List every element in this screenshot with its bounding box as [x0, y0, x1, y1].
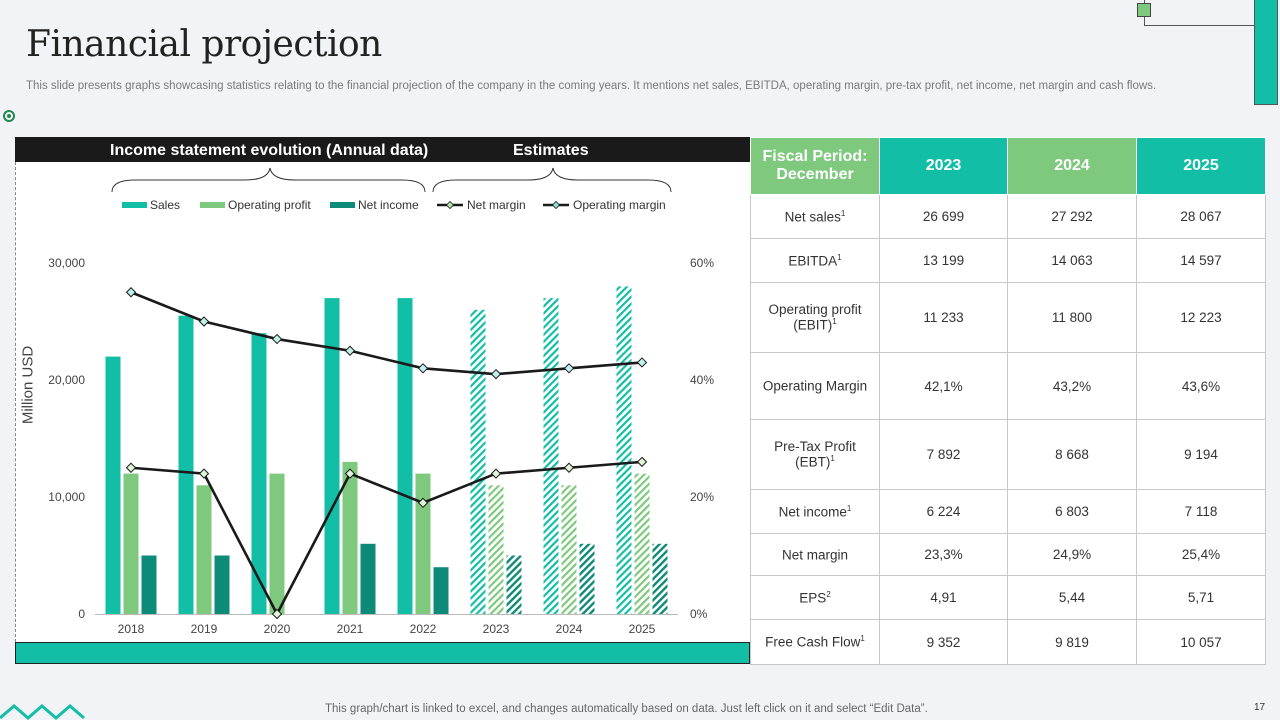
table-cell: 11 800: [1007, 282, 1137, 353]
table-cell: 25,4%: [1136, 533, 1266, 576]
row-label: Operating profit (EBIT)1: [750, 282, 880, 353]
table-cell: 42,1%: [879, 352, 1008, 420]
financial-table: Fiscal Period: December 2023 2024 2025 N…: [750, 137, 1266, 665]
row-label: Pre-Tax Profit (EBT)1: [750, 419, 880, 490]
table-row: Net sales1 26 699 27 292 28 067: [750, 194, 1266, 239]
table-row: Pre-Tax Profit (EBT)1 7 892 8 668 9 194: [750, 419, 1266, 490]
table-cell: 23,3%: [879, 533, 1008, 576]
corner-teal-bar: [1254, 0, 1278, 105]
table-cell: 27 292: [1007, 194, 1137, 239]
page-number: 17: [1254, 702, 1266, 713]
table-row: EPS2 4,91 5,44 5,71: [750, 575, 1266, 620]
chart-header-left: Income statement evolution (Annual data): [110, 142, 429, 159]
table-cell: 14 597: [1136, 238, 1266, 283]
footer-note: This graph/chart is linked to excel, and…: [325, 703, 928, 715]
table-cell: 43,6%: [1136, 352, 1266, 420]
chart-header-right: Estimates: [513, 142, 589, 159]
corner-frame: [1144, 0, 1256, 26]
table-cell: 26 699: [879, 194, 1008, 239]
y-axis-label: Million USD: [19, 345, 37, 425]
table-header-row: Fiscal Period: December 2023 2024 2025: [750, 137, 1266, 195]
table-cell: 10 057: [1136, 619, 1266, 665]
table-cell: 7 118: [1136, 489, 1266, 534]
table-cell: 8 668: [1007, 419, 1137, 490]
chart-left-border: [15, 162, 16, 642]
table-row: Operating profit (EBIT)1 11 233 11 800 12 2…: [750, 282, 1266, 353]
table-cell: 11 233: [879, 282, 1008, 353]
table-cell: 6 803: [1007, 489, 1137, 534]
chart-header-bar: [15, 137, 750, 162]
table-cell: 9 819: [1007, 619, 1137, 665]
row-label: Free Cash Flow1: [750, 619, 880, 665]
table-row: Free Cash Flow1 9 352 9 819 10 057: [750, 619, 1266, 665]
year-header: 2023: [879, 137, 1008, 195]
chart-panel: [15, 137, 750, 642]
table-cell: 7 892: [879, 419, 1008, 490]
table-cell: 9 194: [1136, 419, 1266, 490]
row-label: Net sales1: [750, 194, 880, 239]
table-cell: 14 063: [1007, 238, 1137, 283]
fiscal-period-header: Fiscal Period: December: [750, 137, 880, 195]
table-cell: 6 224: [879, 489, 1008, 534]
page-subtitle: This slide presents graphs showcasing st…: [26, 80, 1157, 92]
table-row: Net income1 6 224 6 803 7 118: [750, 489, 1266, 534]
table-cell: 5,71: [1136, 575, 1266, 620]
table-cell: 43,2%: [1007, 352, 1137, 420]
table-cell: 4,91: [879, 575, 1008, 620]
table-cell: 12 223: [1136, 282, 1266, 353]
row-label: Operating Margin: [750, 352, 880, 420]
table-row: Operating Margin 42,1% 43,2% 43,6%: [750, 352, 1266, 420]
table-cell: 28 067: [1136, 194, 1266, 239]
page-title: Financial projection: [26, 24, 382, 65]
table-cell: 9 352: [879, 619, 1008, 665]
table-cell: 13 199: [879, 238, 1008, 283]
table-cell: 5,44: [1007, 575, 1137, 620]
year-header: 2025: [1136, 137, 1266, 195]
row-label: EPS2: [750, 575, 880, 620]
table-row: EBITDA1 13 199 14 063 14 597: [750, 238, 1266, 283]
zigzag-decoration: [0, 704, 85, 720]
row-label: Net income1: [750, 489, 880, 534]
row-label: Net margin: [750, 533, 880, 576]
table-row: Net margin 23,3% 24,9% 25,4%: [750, 533, 1266, 576]
corner-green-square: [1137, 3, 1151, 17]
year-header: 2024: [1007, 137, 1137, 195]
chart-footer-bar: [15, 642, 750, 664]
row-label: EBITDA1: [750, 238, 880, 283]
ring-icon: [3, 110, 15, 122]
table-cell: 24,9%: [1007, 533, 1137, 576]
